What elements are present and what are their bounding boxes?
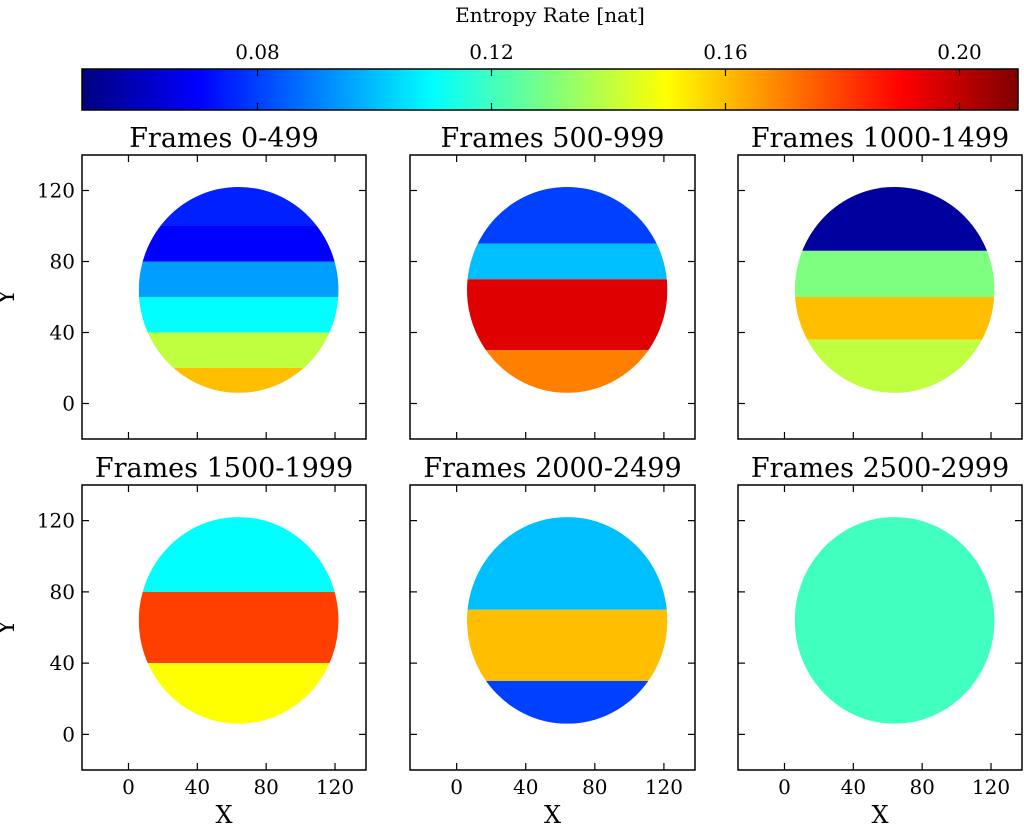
x-tick-label: 80 xyxy=(909,775,934,799)
x-tick-label: 40 xyxy=(841,775,866,799)
heatmap-band xyxy=(467,279,668,351)
heatmap-band xyxy=(138,591,339,664)
panel-title: Frames 1500-1999 xyxy=(95,453,353,484)
x-tick-label: 80 xyxy=(582,775,607,799)
heatmap-disc xyxy=(138,186,339,393)
x-tick-label: 40 xyxy=(185,775,210,799)
axes-frame xyxy=(409,154,696,440)
colorbar-tick-label: 0.16 xyxy=(703,40,748,64)
x-tick-label: 0 xyxy=(450,775,463,799)
heatmap-band xyxy=(138,663,339,724)
axes-frame xyxy=(81,484,367,771)
colorbar-ticks xyxy=(256,69,961,110)
heatmap-band xyxy=(138,517,339,592)
y-axis-label: Y xyxy=(0,288,20,306)
colorbar-tick-label: 0.12 xyxy=(469,40,514,64)
heatmap-disc xyxy=(794,517,995,724)
colorbar-label: Entropy Rate [nat] xyxy=(455,3,645,27)
heatmap-band xyxy=(138,261,339,297)
colorbar: Entropy Rate [nat] 0.08 0.12 0.16 0.20 xyxy=(81,3,1019,111)
x-axis-label: X xyxy=(871,801,888,829)
axes-frame xyxy=(409,484,696,771)
heatmap-band xyxy=(138,226,339,262)
panel-title: Frames 2000-2499 xyxy=(423,453,681,484)
heatmap-band xyxy=(138,332,339,368)
x-tick-label: 80 xyxy=(253,775,278,799)
y-axis-label: Y xyxy=(0,618,20,636)
axes-frame xyxy=(737,154,1023,440)
x-tick-label: 0 xyxy=(778,775,791,799)
axes-frame xyxy=(737,484,1023,771)
x-tick-label: 120 xyxy=(645,775,683,799)
y-tick-label: 80 xyxy=(50,580,75,604)
heatmap-disc xyxy=(467,517,668,724)
heatmap-band xyxy=(467,609,668,681)
panel-6: 0 40 80 120 Frames 2500-2999 X xyxy=(737,453,1023,829)
panel-title: Frames 2500-2999 xyxy=(751,453,1009,484)
panel-3: Frames 1000-1499 xyxy=(737,123,1023,440)
heatmap-band xyxy=(467,186,668,244)
heatmap-disc xyxy=(138,517,339,724)
heatmap-band xyxy=(467,243,668,280)
colorbar-tick-label: 0.08 xyxy=(235,40,280,64)
heatmap-band xyxy=(794,339,995,393)
panel-4: 0 40 80 120 0 40 80 120 Frames 1500-1999 X Y xyxy=(0,453,367,829)
heatmap-band xyxy=(467,517,668,610)
x-tick-label: 0 xyxy=(122,775,135,799)
heatmap-band xyxy=(794,297,995,340)
y-tick-label: 0 xyxy=(62,722,75,746)
panels: 0 40 80 120 Frames 0-499 Y Frames 500-999 Frame… xyxy=(0,123,1023,829)
x-axis-label: X xyxy=(544,801,561,829)
panel-title: Frames 0-499 xyxy=(129,123,319,154)
y-tick-label: 80 xyxy=(50,250,75,274)
y-tick-label: 40 xyxy=(50,321,75,345)
panel-2: Frames 500-999 xyxy=(409,123,696,440)
panel-1: 0 40 80 120 Frames 0-499 Y xyxy=(0,123,367,440)
heatmap-band xyxy=(467,680,668,724)
heatmap-disc xyxy=(467,186,668,393)
colorbar-bar xyxy=(81,68,1019,111)
colorbar-tick-label: 0.20 xyxy=(937,40,982,64)
y-tick-label: 0 xyxy=(62,392,75,416)
x-tick-label: 120 xyxy=(316,775,354,799)
panel-5: 0 40 80 120 Frames 2000-2499 X xyxy=(409,453,696,829)
heatmap-band xyxy=(138,297,339,333)
y-tick-label: 40 xyxy=(50,651,75,675)
y-tick-label: 120 xyxy=(37,179,75,203)
heatmap-disc xyxy=(794,186,995,393)
heatmap-band xyxy=(138,186,339,226)
panel-title: Frames 500-999 xyxy=(441,123,665,154)
x-tick-label: 120 xyxy=(972,775,1010,799)
y-tick-label: 120 xyxy=(37,509,75,533)
x-axis-label: X xyxy=(215,801,232,829)
heatmap-band xyxy=(467,350,668,393)
heatmap-band xyxy=(794,517,995,724)
heatmap-band xyxy=(794,186,995,251)
heatmap-band xyxy=(138,368,339,393)
colorbar-tick-labels: 0.08 0.12 0.16 0.20 xyxy=(235,40,982,64)
heatmap-band xyxy=(794,250,995,297)
panel-title: Frames 1000-1499 xyxy=(751,123,1009,154)
x-tick-label: 40 xyxy=(513,775,538,799)
axes-frame xyxy=(81,154,367,440)
